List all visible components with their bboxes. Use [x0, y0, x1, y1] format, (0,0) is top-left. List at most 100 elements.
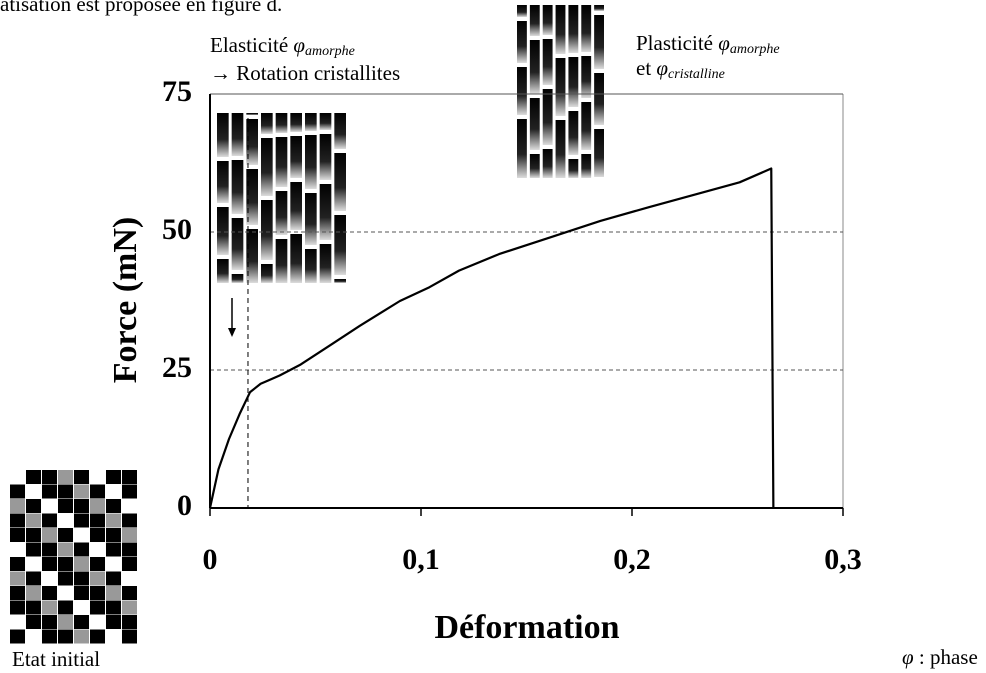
crystal-cell [26, 528, 41, 542]
crystal-cell [10, 586, 25, 600]
crystal-cell [106, 557, 121, 571]
crystal-block [261, 138, 273, 196]
crystal-block [594, 15, 604, 69]
crystal-cell [74, 470, 89, 484]
crystal-cell [58, 542, 73, 557]
y-tick-label: 50 [162, 213, 192, 246]
annotation-text: Plasticité [636, 31, 718, 55]
crystal-cell [26, 600, 41, 615]
crystal-block [334, 113, 346, 149]
crystal-block [517, 5, 527, 17]
crystal-block [594, 129, 604, 177]
crystal-cell [74, 484, 89, 499]
crystal-cell [106, 600, 121, 615]
x-tick-label: 0,3 [824, 543, 862, 576]
crystal-cell [122, 571, 137, 586]
crystal-cell [10, 615, 25, 629]
crystal-block [305, 135, 317, 189]
annotation: φ : phase [902, 645, 978, 669]
crystal-cell [106, 615, 121, 629]
crystal-cell [58, 586, 73, 600]
crystal-block [319, 134, 332, 180]
crystal-cell [122, 600, 137, 615]
crystal-block [581, 154, 592, 178]
crystal-block [334, 279, 346, 283]
crystal-cell [42, 600, 57, 615]
crystal-cell [58, 484, 73, 499]
crystal-block [334, 153, 346, 211]
crystal-cell [10, 557, 25, 571]
crystal-block [275, 239, 288, 283]
crystal-cell [58, 557, 73, 571]
illustrations [10, 5, 604, 644]
crystal-block [555, 120, 566, 178]
crystal-cell [122, 615, 137, 629]
crystal-cell [26, 513, 41, 528]
crystal-cell [10, 600, 25, 615]
annotation-text: Elasticité [210, 33, 293, 57]
crystal-block [319, 184, 332, 240]
crystal-cell [74, 600, 89, 615]
crystal-block [568, 5, 579, 53]
crystal-block [517, 21, 527, 63]
crystal-cell [10, 499, 25, 513]
crystal-cell [122, 513, 137, 528]
crystal-block [305, 193, 317, 245]
header-text: atisation est proposée en figure d. [0, 0, 282, 16]
crystal-block [594, 73, 604, 125]
crystal-cell [26, 586, 41, 600]
crystal-block [517, 119, 527, 178]
crystal-cell [42, 586, 57, 600]
annotation-symbol: φ [718, 31, 730, 55]
crystal-block [275, 113, 288, 133]
crystal-cell [42, 542, 57, 557]
y-tick-label: 75 [162, 75, 192, 108]
crystal-block [290, 136, 302, 178]
annotation: Plasticité φamorphe [636, 31, 780, 57]
crystal-cell [42, 528, 57, 542]
crystal-block [594, 5, 604, 11]
annotation: et φcristalline [636, 56, 725, 82]
crystal-block [581, 5, 592, 52]
crystal-block [555, 5, 566, 54]
crystal-cell [90, 542, 105, 557]
crystal-cell [42, 571, 57, 586]
crystal-cell [90, 571, 105, 586]
crystal-cell [42, 499, 57, 513]
crystal-block [261, 113, 273, 134]
crystal-cell [74, 615, 89, 629]
crystal-cell [42, 629, 57, 644]
crystal-cell [58, 629, 73, 644]
crystal-block [542, 5, 553, 35]
annotation-subscript: amorphe [305, 44, 355, 59]
crystal-cell [26, 615, 41, 629]
crystal-cell [26, 470, 41, 484]
crystal-block [246, 113, 258, 115]
crystal-cell [58, 513, 73, 528]
crystal-block [275, 137, 288, 187]
arrow-head [228, 328, 236, 337]
crystal-block [581, 56, 592, 98]
crystal-cell [90, 586, 105, 600]
crystal-block [529, 5, 540, 36]
crystal-block [555, 58, 566, 116]
crystal-cell [42, 615, 57, 629]
crystal-cell [106, 470, 121, 484]
annotation-symbol: φ [902, 645, 914, 669]
crystal-block [568, 159, 579, 178]
crystal-cell [106, 528, 121, 542]
crystal-cell [106, 586, 121, 600]
crystal-cell [26, 499, 41, 513]
crystal-cell [74, 586, 89, 600]
crystal-cell [90, 557, 105, 571]
crystal-cell [10, 629, 25, 644]
crystal-cell [122, 542, 137, 557]
crystal-cell [122, 557, 137, 571]
crystal-cell [58, 571, 73, 586]
crystal-cell [74, 513, 89, 528]
crystal-cell [42, 557, 57, 571]
annotation: → Rotation cristallites [210, 61, 400, 85]
crystal-cell [74, 571, 89, 586]
crystal-cell [106, 571, 121, 586]
crystal-block [319, 244, 332, 283]
